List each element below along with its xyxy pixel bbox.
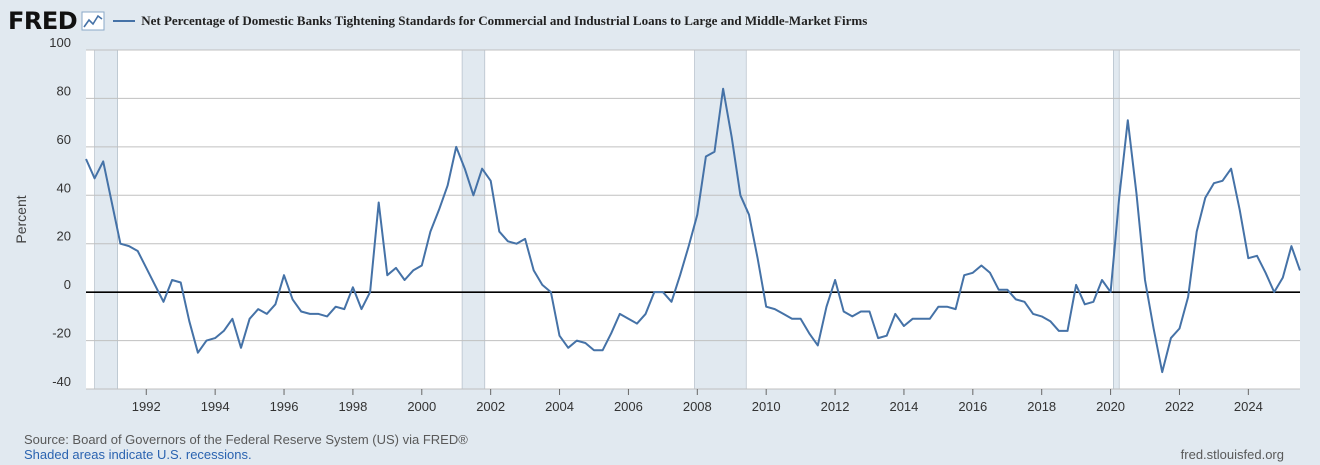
- y-tick-label: 100: [49, 35, 71, 50]
- x-tick-label: 2014: [889, 399, 918, 414]
- y-tick-label: 20: [57, 229, 71, 244]
- fred-url[interactable]: fred.stlouisfed.org: [1180, 447, 1284, 462]
- y-tick-label: 80: [57, 83, 71, 98]
- x-tick-label: 2012: [821, 399, 850, 414]
- y-tick-label: -20: [52, 326, 71, 341]
- x-tick-label: 1998: [338, 399, 367, 414]
- y-tick-label: 40: [57, 180, 71, 195]
- x-tick-label: 2004: [545, 399, 574, 414]
- x-tick-label: 2000: [407, 399, 436, 414]
- recession-note[interactable]: Shaded areas indicate U.S. recessions.: [24, 447, 252, 462]
- x-tick-label: 2022: [1165, 399, 1194, 414]
- line-chart-icon: [81, 11, 105, 31]
- x-tick-label: 2016: [958, 399, 987, 414]
- source-note: Source: Board of Governors of the Federa…: [24, 432, 468, 447]
- y-tick-label: 60: [57, 132, 71, 147]
- x-axis-ticks: 1992 1994 1996 1998 2000 2002 2004 2006 2008 2010…: [132, 389, 1263, 414]
- x-tick-label: 2018: [1027, 399, 1056, 414]
- series-title: Net Percentage of Domestic Banks Tighten…: [141, 13, 868, 28]
- series-line: [85, 87, 1301, 374]
- chart-header: FRED Net Percentage of Domestic Banks Ti…: [8, 6, 867, 36]
- legend-swatch: [113, 20, 136, 22]
- fred-logo[interactable]: FRED: [8, 7, 78, 35]
- x-tick-label: 1994: [201, 399, 230, 414]
- recession-band: [461, 49, 486, 390]
- recession-bands: [94, 49, 1120, 390]
- x-tick-label: 2008: [683, 399, 712, 414]
- x-tick-label: 1992: [132, 399, 161, 414]
- plot-area: [86, 50, 1300, 389]
- x-tick-label: 2006: [614, 399, 643, 414]
- x-tick-label: 2024: [1234, 399, 1263, 414]
- recession-band: [94, 49, 118, 390]
- y-axis-label: Percent: [13, 195, 29, 243]
- x-tick-label: 1996: [270, 399, 299, 414]
- x-tick-label: 2020: [1096, 399, 1125, 414]
- line-chart: -40 -20 0 20 40 60 80 100 1992 1994 1996 1998 2000 2…: [13, 35, 1301, 414]
- gridlines: [86, 49, 1300, 390]
- x-tick-label: 2010: [752, 399, 781, 414]
- y-tick-label: 0: [64, 277, 71, 292]
- recession-band: [694, 49, 747, 390]
- y-axis-ticks: -40 -20 0 20 40 60 80 100: [49, 35, 71, 389]
- x-tick-label: 2002: [476, 399, 505, 414]
- y-tick-label: -40: [52, 374, 71, 389]
